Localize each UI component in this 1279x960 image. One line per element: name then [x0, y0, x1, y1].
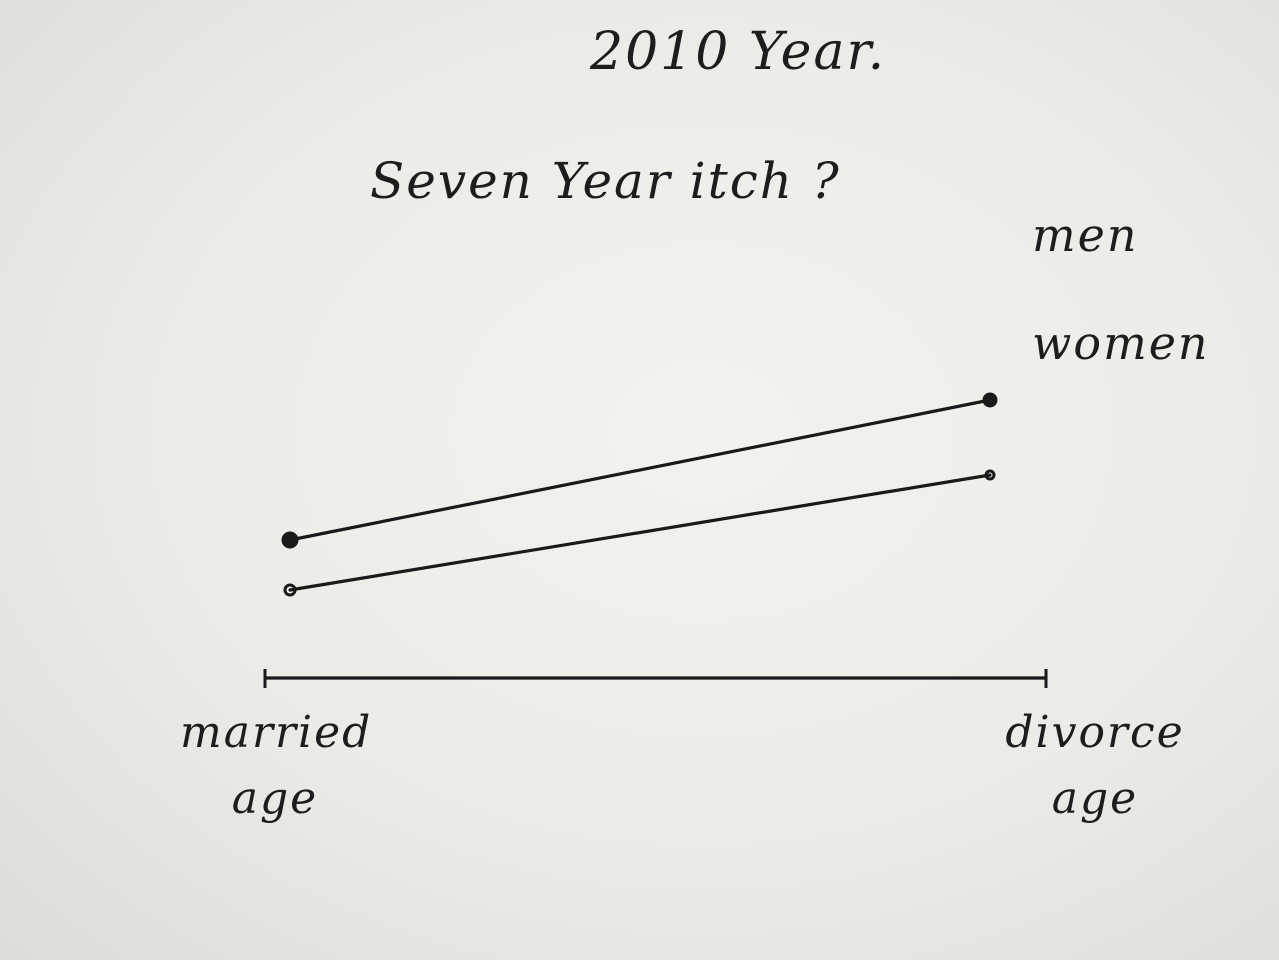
x-tick-label-left-line-2: age	[231, 773, 319, 824]
x-tick-label-divorce-age: divorce age	[990, 700, 1200, 832]
data-point-women-married-age	[283, 583, 297, 597]
x-tick-label-married-age: married age	[180, 700, 370, 832]
data-point-men-divorce-age	[982, 392, 998, 408]
chart-subtitle: Seven Year itch ?	[370, 152, 841, 210]
x-tick-label-right-line-2: age	[1051, 773, 1139, 824]
series-group	[281, 392, 998, 597]
x-axis	[263, 669, 1048, 688]
data-point-women-divorce-age	[984, 469, 996, 481]
x-tick-label-right-line-1: divorce	[1005, 707, 1185, 758]
chart-title: 2010 Year.	[590, 22, 887, 82]
series-line-women	[288, 473, 992, 592]
x-tick-label-left-line-1: married	[180, 707, 373, 758]
series-line-men	[288, 398, 992, 542]
legend-men: men	[1032, 208, 1139, 262]
legend-women: women	[1032, 316, 1210, 370]
data-point-men-married-age	[281, 531, 299, 549]
